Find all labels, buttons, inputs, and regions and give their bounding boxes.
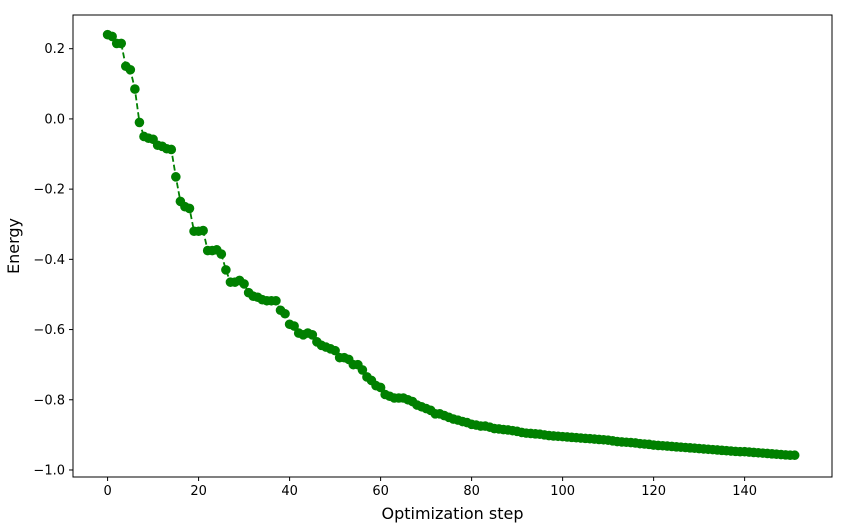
y-axis-ticks: 0.2 0.0 −0.2 −0.4 −0.6 −0.8 −1.0 [33, 42, 73, 478]
y-tick-label: −0.8 [33, 393, 65, 408]
x-axis-ticks: 0 20 40 60 80 100 120 140 [103, 477, 757, 499]
y-tick-label: 0.0 [44, 112, 65, 127]
data-point [184, 203, 195, 214]
data-point [271, 295, 281, 306]
x-tick-label: 120 [641, 484, 666, 499]
x-tick-label: 40 [281, 484, 298, 499]
data-point [125, 64, 136, 75]
y-tick-label: −0.6 [33, 323, 65, 338]
x-axis-label: Optimization step [381, 504, 523, 523]
data-point [289, 321, 299, 331]
x-tick-label: 100 [550, 484, 575, 499]
data-point [130, 84, 140, 94]
x-tick-label: 80 [463, 484, 480, 499]
data-point [134, 117, 145, 128]
y-tick-label: 0.2 [44, 42, 65, 57]
plot-frame [72, 14, 833, 478]
plot-area [102, 29, 800, 461]
x-tick-label: 60 [372, 484, 389, 499]
y-tick-label: −1.0 [33, 463, 65, 478]
data-point [357, 365, 368, 375]
data-point [330, 345, 340, 356]
data-point [307, 330, 318, 340]
series-line [107, 33, 795, 457]
data-point [221, 265, 231, 275]
data-point [198, 225, 208, 236]
data-point [116, 38, 127, 49]
data-point [107, 31, 117, 42]
data-point [171, 172, 181, 182]
data-point [166, 144, 177, 155]
x-tick-label: 0 [103, 484, 111, 499]
data-point [789, 450, 800, 461]
data-point [216, 249, 227, 259]
x-tick-label: 140 [732, 484, 757, 499]
data-point [375, 382, 386, 393]
data-point [239, 279, 249, 289]
y-tick-label: −0.2 [33, 183, 65, 198]
y-tick-label: −0.4 [33, 253, 65, 268]
data-point [280, 308, 290, 319]
y-axis-label: Energy [4, 218, 23, 274]
x-tick-label: 20 [190, 484, 207, 499]
